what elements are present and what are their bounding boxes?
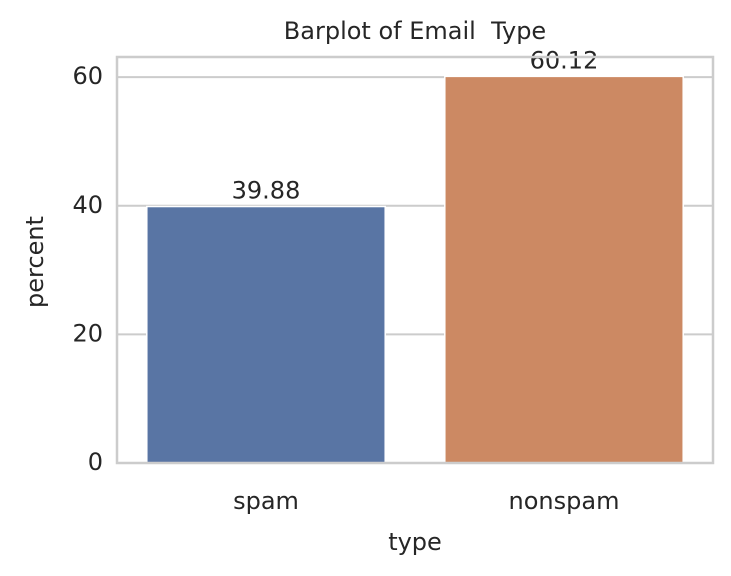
bar — [444, 75, 684, 464]
value-label: 39.88 — [232, 177, 301, 205]
y-tick-label: 60 — [72, 62, 103, 90]
plot-frame — [115, 55, 715, 465]
x-axis-label: type — [388, 528, 442, 556]
value-label: 60.12 — [530, 46, 599, 74]
y-tick-label: 40 — [72, 191, 103, 219]
x-tick-label: nonspam — [509, 487, 620, 515]
y-tick-label: 20 — [72, 319, 103, 347]
y-tick-label: 0 — [88, 448, 103, 476]
bar — [146, 205, 386, 464]
y-axis-label: percent — [21, 216, 49, 308]
chart-title: Barplot of Email Type — [284, 17, 546, 45]
x-tick-label: spam — [233, 487, 299, 515]
